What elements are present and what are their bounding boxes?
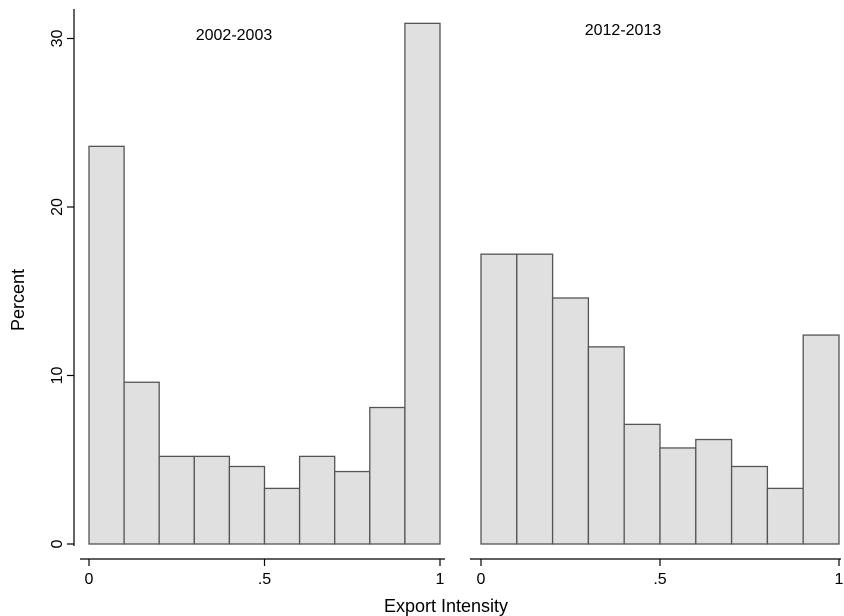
y-tick-label: 20 [49,198,66,216]
histogram-bar [404,22,441,545]
histogram-bar [158,455,195,545]
histogram-bar [88,145,125,545]
histogram-bar [298,455,336,545]
x-axis-title: Export Intensity [384,596,508,616]
histogram-bar [659,447,697,545]
panel-title: 2002-2003 [196,27,273,44]
histogram-bar [193,455,231,545]
histogram-bar [551,297,590,545]
histogram-bar [369,406,406,545]
panel-2002-2003: 2002-2003 0.5 1 [80,22,445,588]
y-tick-label: 10 [49,367,66,385]
histogram-bar [228,465,266,545]
histogram-bar [516,253,554,545]
y-axis-title: Percent [8,269,28,331]
histogram-bar [587,346,625,545]
bars-2012-2013 [480,253,840,545]
bars-2002-2003 [88,22,441,545]
x-tick-label: .5 [653,571,666,588]
x-tick-label: 0 [85,571,94,588]
panel-title: 2012-2013 [585,22,662,39]
histogram-bar [802,334,840,545]
histogram-bar [480,253,518,545]
histogram-bar [766,487,804,545]
histogram-bar [334,470,371,545]
x-ticks-2012-2013: 0.5 1 [477,559,844,588]
x-tick-label: 0 [477,571,486,588]
x-ticks-2002-2003: 0.5 1 [85,559,445,588]
y-ticks: 0 10 20 30 [49,30,74,548]
histogram-bar [263,487,301,545]
panel-2012-2013: 2012-2013 0.5 1 [470,22,844,588]
histogram-bar [123,381,160,545]
histogram-bar [730,465,769,545]
x-tick-label: 1 [436,571,445,588]
histogram-bar [695,438,733,545]
x-tick-label: .5 [258,571,271,588]
y-tick-label: 30 [49,30,66,48]
x-tick-label: 1 [835,571,844,588]
y-tick-label: 0 [49,539,66,548]
histogram-bar [623,423,661,545]
